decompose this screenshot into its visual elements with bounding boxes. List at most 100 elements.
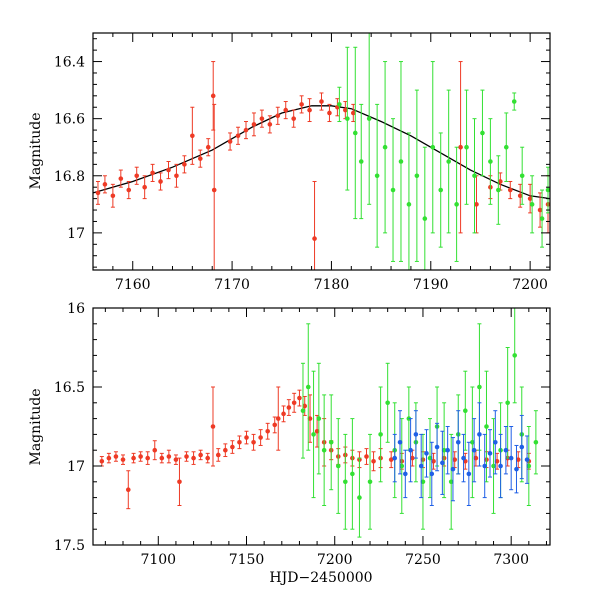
top-green-point [480,89,485,177]
top-green-point [511,92,517,111]
bottom-y-tick-label: 16 [67,301,85,317]
top-red-marker [102,182,108,187]
top-green-marker [539,216,545,221]
bottom-red-point [494,452,500,470]
bottom-blue-point [408,418,413,483]
bottom-red-marker [251,440,256,445]
top-green-point [529,175,535,234]
bottom-red-point [177,457,182,506]
bottom-red-marker [106,455,112,461]
bottom-red-marker [198,452,203,458]
bottom-green-point [420,433,426,530]
bottom-red-point [302,395,308,416]
bottom-red-point [125,470,131,510]
bottom-green-point [328,394,334,491]
bottom-blue-marker [413,432,419,437]
top-green-point [414,89,420,262]
top-green-marker [545,187,550,193]
bottom-green-marker [470,440,475,445]
top-red-marker [227,139,233,144]
top-x-tick-label: 7170 [214,277,250,293]
bottom-green-marker [512,353,518,358]
bottom-red-marker [452,457,458,462]
top-red-marker [307,107,312,113]
top-red-marker [150,170,155,176]
top-green-marker [503,144,509,150]
bottom-green-point [335,418,341,514]
top-plot-frame [92,32,551,271]
top-red-point [102,175,108,194]
top-green-point [382,61,388,234]
bottom-green-marker [463,408,468,414]
bottom-red-point [191,451,196,465]
top-panel: 7160 7170 7180 7190 7200 16.4 16.6 16.8 17 Magni… [28,32,551,293]
bottom-blue-point [471,418,477,483]
top-green-marker [398,159,404,164]
top-axes: 7160 7170 7180 7190 7200 16.4 16.6 16.8 17 [54,33,551,293]
bottom-blue-marker [397,440,403,445]
bottom-green-marker [399,463,405,469]
bottom-blue-point [392,433,398,483]
bottom-blue-point [477,402,482,467]
top-red-marker [134,173,140,179]
bottom-red-marker [291,400,297,406]
top-green-marker [406,202,412,207]
bottom-blue-point [413,410,419,459]
top-green-marker [519,173,525,179]
bottom-blue-marker [487,451,493,456]
bottom-blue-point [450,437,456,502]
bottom-y-tick-label: 16.5 [54,380,85,396]
bottom-red-point [388,451,394,469]
top-red-point [251,112,257,137]
top-red-point [291,109,296,128]
bottom-blue-marker [471,447,477,453]
bottom-red-marker [223,447,228,453]
top-red-marker [118,176,124,181]
top-red-point [110,183,116,208]
top-red-point [211,103,217,270]
top-red-point [267,115,273,134]
bottom-red-marker [120,457,126,462]
bottom-red-point [230,440,235,454]
bottom-x-tick-label: 7200 [317,552,353,568]
bottom-blue-point [429,441,435,506]
top-red-marker [275,113,281,119]
top-red-marker [243,127,249,133]
bottom-red-marker [230,444,235,450]
bottom-blue-marker [455,440,461,445]
bottom-blue-point [524,435,530,484]
top-red-marker [327,110,332,116]
top-green-point [488,118,493,205]
bottom-red-point [113,451,119,462]
bottom-blue-marker [392,455,398,461]
bottom-blue-marker [424,451,429,456]
bottom-blue-point [461,433,466,483]
top-green-point [374,103,380,248]
bottom-red-marker [159,455,165,461]
bottom-green-point [533,410,539,475]
top-green-point [406,132,412,270]
bottom-red-marker [99,458,105,464]
bottom-red-marker [388,457,394,462]
bottom-red-marker [302,403,308,409]
bottom-blue-point [445,426,450,475]
bottom-green-marker [505,400,510,406]
bottom-blue-point [508,426,514,491]
top-red-point [205,138,211,157]
top-red-marker [259,116,265,121]
top-model-curve [93,105,550,200]
bottom-red-point [99,456,105,467]
bottom-red-marker [371,458,376,464]
top-red-point [150,163,155,182]
bottom-red-marker [191,455,196,461]
top-red-point [299,95,304,114]
top-green-marker [366,116,372,121]
bottom-x-tick-label: 7300 [493,552,529,568]
bottom-blue-point [498,433,503,499]
bottom-red-point [166,449,172,464]
top-red-point [458,61,463,234]
bottom-red-point [120,454,126,465]
top-red-point [142,175,147,200]
top-red-marker [210,93,216,99]
bottom-green-marker [385,400,390,406]
